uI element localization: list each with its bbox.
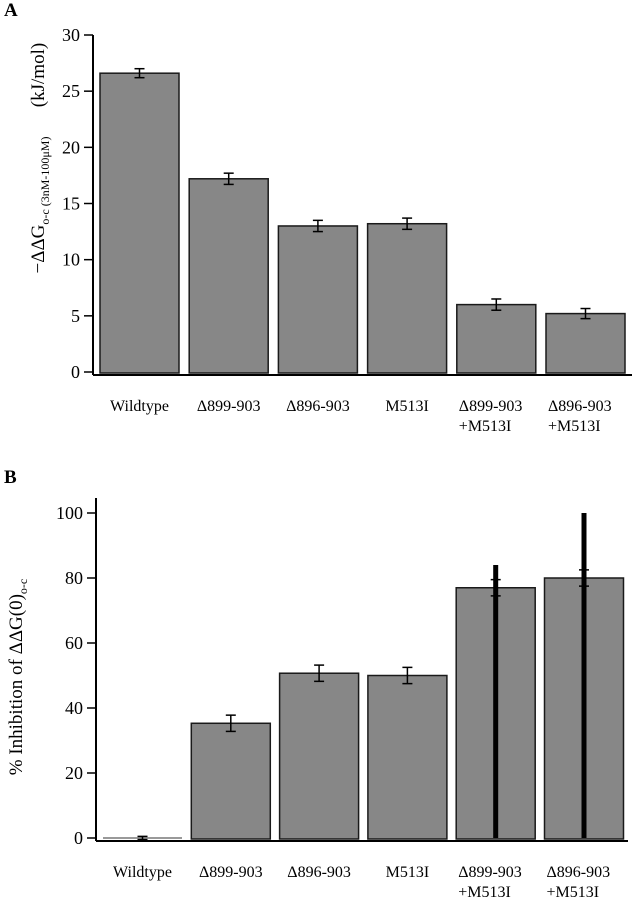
x-tick-label-line: +M513I: [458, 884, 511, 899]
bar: [545, 312, 626, 374]
x-tick-label-line: +M513I: [459, 418, 512, 435]
y-axis-title-main: % Inhibition of ΔΔG(0): [6, 594, 27, 775]
bar: [278, 672, 360, 840]
y-tick-label: 60: [65, 633, 83, 653]
y-tick-label: 15: [62, 194, 80, 214]
overlay-bar: [493, 565, 499, 838]
x-tick-label-line: Wildtype: [110, 398, 169, 415]
y-axis-units: (kJ/mol): [28, 43, 49, 107]
overlay-bar: [581, 513, 587, 838]
x-tick-label-line: M513I: [386, 864, 430, 881]
bar: [188, 178, 269, 374]
y-axis-title-subscript: o-c (3nM-100μM): [38, 137, 52, 225]
x-tick-label: Δ899-903: [199, 864, 263, 881]
x-tick-label: M513I: [385, 398, 429, 415]
y-tick-label: 40: [65, 698, 83, 718]
x-tick-label: Δ896-903 +M513I: [547, 864, 611, 899]
y-tick-label: 10: [62, 250, 80, 270]
x-tick-label-line: +M513I: [547, 884, 600, 899]
y-tick-label: 0: [74, 828, 83, 848]
y-tick-label: 20: [65, 763, 83, 783]
x-tick-label: Wildtype: [110, 398, 169, 415]
x-tick-label-line: Δ896-903: [548, 398, 612, 415]
y-tick-label: 20: [62, 137, 80, 157]
panel-label: B: [4, 467, 17, 488]
x-tick-label: Δ899-903 +M513I: [459, 398, 523, 435]
x-tick-label-line: Δ899-903: [458, 864, 522, 881]
panel-A: A 0 5 10 15 20 25 30 Wildtype Δ899-903 Δ896-903 M51…: [4, 0, 632, 435]
x-tick-label-line: Δ899-903: [459, 398, 523, 415]
y-tick-label: 0: [71, 362, 80, 382]
x-tick-label-line: Δ899-903: [197, 398, 261, 415]
bar: [277, 225, 359, 374]
y-tick-label: 30: [62, 25, 80, 45]
y-axis-title: −ΔΔGo-c (3nM-100μM): [28, 137, 52, 274]
y-axis-title: % Inhibition of ΔΔG(0)o-c: [6, 579, 30, 776]
x-tick-label: M513I: [386, 864, 430, 881]
bar: [190, 722, 272, 840]
x-tick-label: Δ899-903 +M513I: [458, 864, 522, 899]
bar: [367, 674, 448, 840]
bar: [456, 303, 537, 374]
y-tick-label: 25: [62, 81, 80, 101]
y-tick-label: 100: [56, 503, 83, 523]
x-tick-label-line: +M513I: [548, 418, 601, 435]
x-tick-label: Δ896-903: [286, 398, 350, 415]
x-tick-label-line: Δ899-903: [199, 864, 263, 881]
y-axis-title-main: −ΔΔG: [28, 224, 49, 273]
y-tick-label: 80: [65, 568, 83, 588]
x-tick-label: Δ899-903: [197, 398, 261, 415]
x-tick-label-line: M513I: [385, 398, 429, 415]
y-axis-title-subscript: o-c: [16, 579, 30, 594]
panel-label: A: [4, 0, 18, 21]
panel-B: B 0 20 40 60 80 100 Wildtype Δ899-903 Δ896-903 M51…: [4, 467, 628, 899]
y-tick-label: 5: [71, 306, 80, 326]
x-tick-label-line: Δ896-903: [547, 864, 611, 881]
x-tick-label: Δ896-903 +M513I: [548, 398, 612, 435]
bar: [99, 72, 180, 374]
x-tick-label: Δ896-903: [287, 864, 351, 881]
x-tick-label: Wildtype: [113, 864, 172, 881]
bar: [366, 222, 448, 374]
x-tick-label-line: Δ896-903: [286, 398, 350, 415]
x-tick-label-line: Wildtype: [113, 864, 172, 881]
x-tick-label-line: Δ896-903: [287, 864, 351, 881]
